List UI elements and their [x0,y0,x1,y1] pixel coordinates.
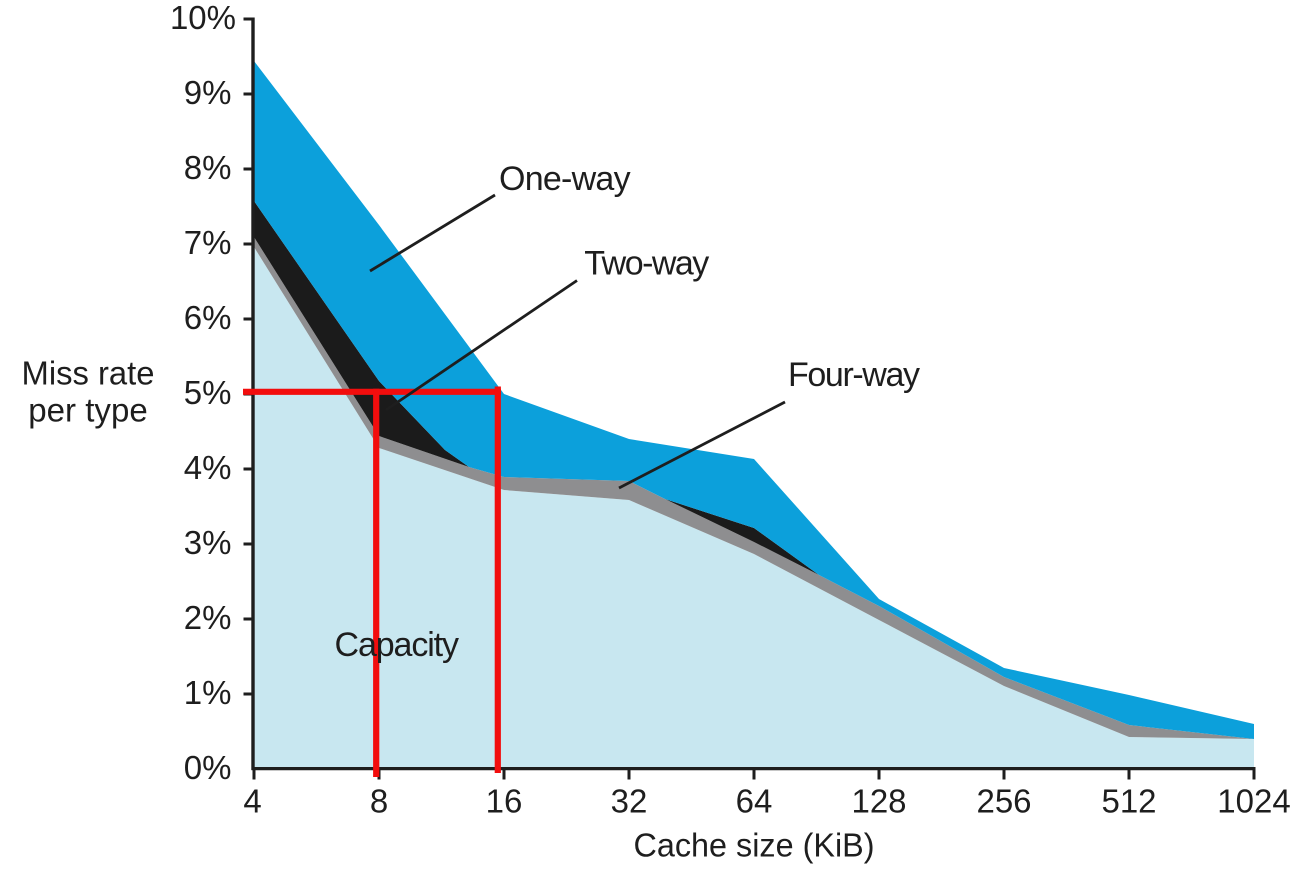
svg-text:per type: per type [28,392,148,429]
svg-text:128: 128 [851,783,906,820]
svg-text:256: 256 [976,783,1031,820]
svg-text:3%: 3% [184,524,232,561]
svg-text:64: 64 [736,783,773,820]
svg-text:10%: 10% [170,0,236,36]
svg-text:5%: 5% [184,374,232,411]
svg-text:Four-way: Four-way [788,356,920,394]
svg-text:8: 8 [370,783,388,820]
svg-text:1024: 1024 [1217,783,1290,820]
svg-text:4: 4 [243,783,261,820]
svg-text:512: 512 [1101,783,1156,820]
svg-text:One-way: One-way [499,160,631,198]
svg-text:4%: 4% [184,449,232,486]
svg-text:6%: 6% [184,299,232,336]
svg-text:Miss rate: Miss rate [22,354,155,391]
svg-text:9%: 9% [184,74,232,111]
svg-text:1%: 1% [184,674,232,711]
svg-text:0%: 0% [184,749,232,786]
svg-text:8%: 8% [184,149,232,186]
svg-text:2%: 2% [184,599,232,636]
svg-text:Cache size (KiB): Cache size (KiB) [634,827,875,864]
svg-text:16: 16 [486,783,523,820]
svg-text:Capacity: Capacity [335,626,460,664]
svg-text:7%: 7% [184,224,232,261]
svg-text:32: 32 [611,783,648,820]
svg-text:Two-way: Two-way [584,245,709,283]
